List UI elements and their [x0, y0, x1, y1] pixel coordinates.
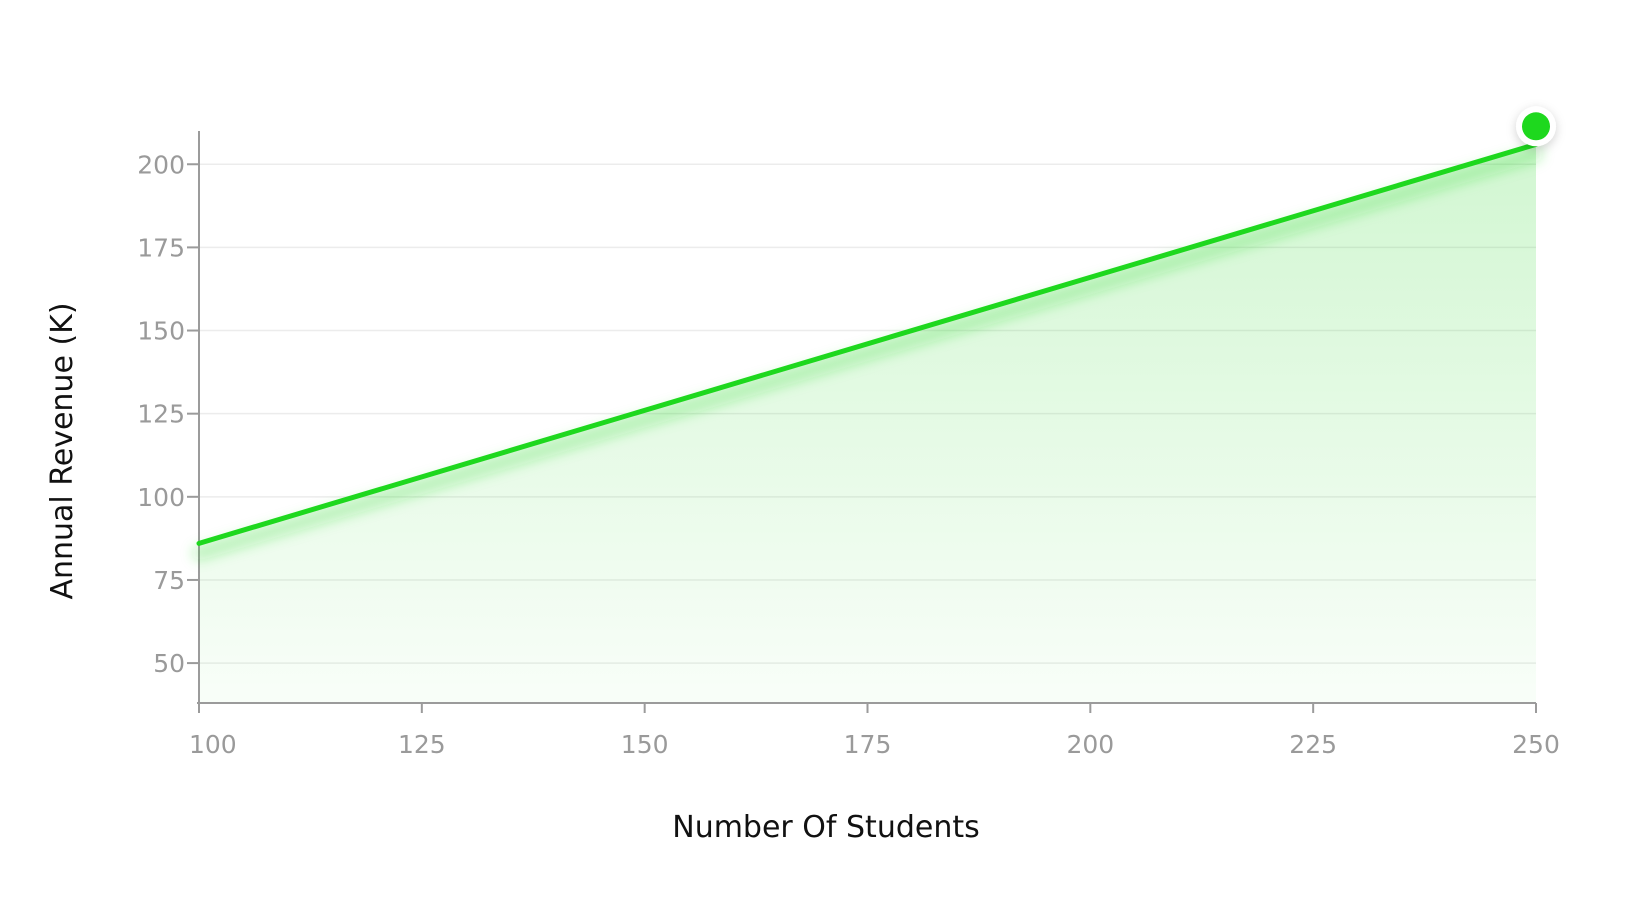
series-0-end-marker — [1522, 112, 1550, 141]
y-tick-label-100: 100 — [137, 483, 185, 512]
x-axis-title: Number Of Students — [672, 810, 980, 845]
y-tick-label-200: 200 — [137, 150, 185, 179]
y-tick-label-150: 150 — [137, 317, 185, 346]
x-tick-label-150: 150 — [621, 730, 669, 759]
y-tick-label-175: 175 — [137, 233, 185, 262]
x-tick-label-125: 125 — [398, 730, 446, 759]
axes — [187, 131, 1537, 713]
area-fill-layer — [199, 144, 1536, 704]
tick-labels: 50 75 100 125 150 175 200 100 125 150 175 200 225 250 — [137, 150, 1560, 759]
y-tick-label-50: 50 — [153, 649, 185, 678]
series-layer — [192, 106, 1556, 561]
x-tick-label-100: 100 — [189, 730, 237, 759]
series-0-area — [199, 144, 1536, 704]
x-tick-label-250: 250 — [1512, 730, 1560, 759]
x-tick-label-200: 200 — [1066, 730, 1114, 759]
y-axis-title: Annual Revenue (K) — [45, 302, 80, 599]
series-0-line — [196, 141, 1539, 546]
x-tick-label-175: 175 — [844, 730, 892, 759]
y-tick-label-125: 125 — [137, 400, 185, 429]
series-0-glow — [192, 147, 1543, 561]
y-tick-label-75: 75 — [153, 566, 185, 595]
x-tick-label-225: 225 — [1289, 730, 1337, 759]
